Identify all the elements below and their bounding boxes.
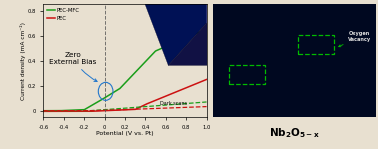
- X-axis label: Potential (V vs. Pt): Potential (V vs. Pt): [96, 131, 154, 136]
- Polygon shape: [168, 23, 245, 65]
- Text: Dark scans: Dark scans: [160, 101, 187, 106]
- Polygon shape: [372, 23, 378, 65]
- Polygon shape: [345, 0, 378, 65]
- Text: Zero
External Bias: Zero External Bias: [50, 52, 97, 82]
- Y-axis label: Current density (mA cm⁻²): Current density (mA cm⁻²): [20, 22, 26, 100]
- Polygon shape: [274, 0, 343, 38]
- Text: $\mathbf{Nb_2O_{5-x}}$: $\mathbf{Nb_2O_{5-x}}$: [269, 127, 320, 140]
- Polygon shape: [206, 0, 271, 65]
- Text: Oxygen
Vacancy: Oxygen Vacancy: [339, 31, 372, 47]
- Polygon shape: [141, 0, 206, 65]
- Legend: PEC-MFC, PEC: PEC-MFC, PEC: [46, 7, 80, 22]
